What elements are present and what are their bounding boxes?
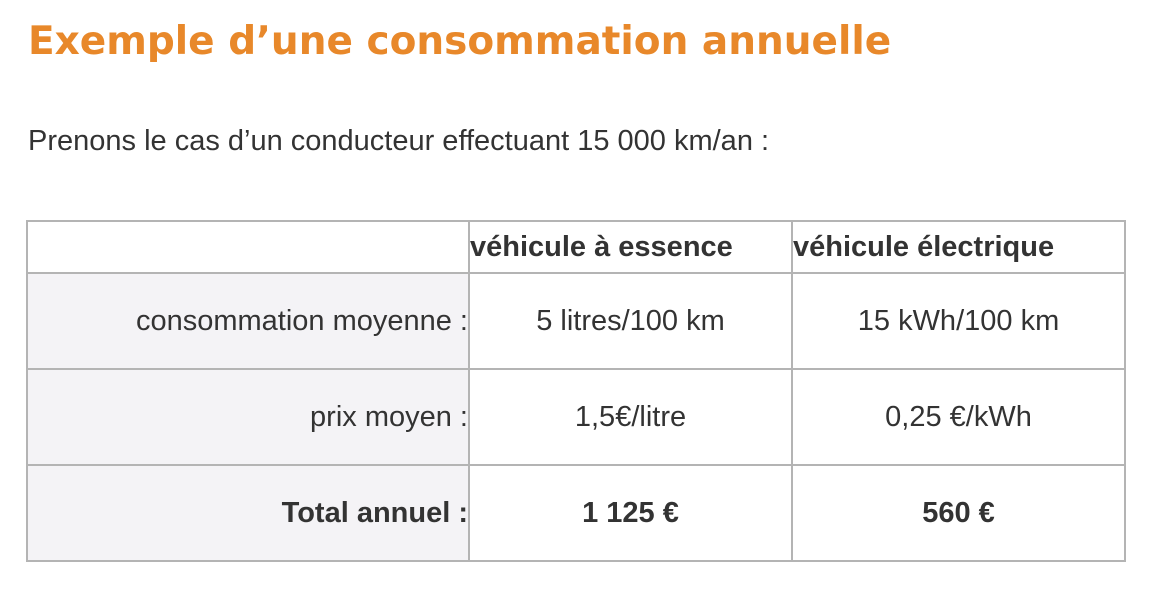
cell-electrique: 0,25 €/kWh <box>791 368 1126 466</box>
table-row-total: Total annuel : 1 125 € 560 € <box>26 464 1126 562</box>
intro-paragraph: Prenons le cas d’un conducteur effectuan… <box>28 125 770 157</box>
header-electrique: véhicule électrique <box>791 220 1126 274</box>
header-empty-cell <box>26 220 470 274</box>
table-row-consommation: consommation moyenne : 5 litres/100 km 1… <box>26 272 1126 370</box>
row-label: prix moyen : <box>26 368 470 466</box>
table-row-prix: prix moyen : 1,5€/litre 0,25 €/kWh <box>26 368 1126 466</box>
cell-essence: 1,5€/litre <box>468 368 793 466</box>
comparison-table: véhicule à essence véhicule électrique c… <box>26 220 1126 562</box>
table-header-row: véhicule à essence véhicule électrique <box>26 220 1126 274</box>
cell-essence: 5 litres/100 km <box>468 272 793 370</box>
cell-electrique: 15 kWh/100 km <box>791 272 1126 370</box>
row-label: consommation moyenne : <box>26 272 470 370</box>
cell-electrique: 560 € <box>791 464 1126 562</box>
page-title: Exemple d’une consommation annuelle <box>28 19 892 64</box>
cell-essence: 1 125 € <box>468 464 793 562</box>
header-essence: véhicule à essence <box>468 220 793 274</box>
row-label: Total annuel : <box>26 464 470 562</box>
